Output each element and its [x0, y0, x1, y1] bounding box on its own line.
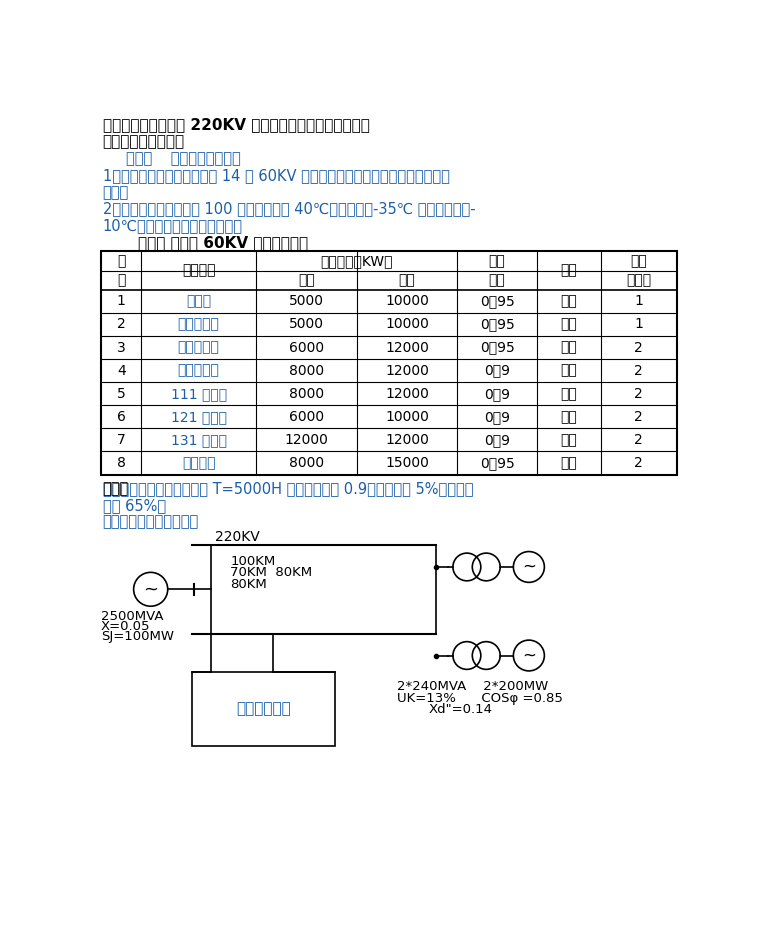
Text: 70KM  80KM: 70KM 80KM [231, 566, 313, 579]
Text: 12000: 12000 [385, 387, 429, 401]
Text: 架空: 架空 [560, 410, 577, 424]
Text: ~: ~ [522, 558, 536, 576]
Text: 功率: 功率 [489, 255, 505, 269]
Text: 10℃，空气无污染，交通便利。: 10℃，空气无污染，交通便利。 [102, 219, 243, 233]
Text: 12000: 12000 [385, 364, 429, 378]
Text: 序: 序 [117, 255, 125, 269]
Text: 220KV: 220KV [215, 530, 260, 544]
Text: SJ=100MW: SJ=100MW [101, 630, 174, 643]
Text: 0．95: 0．95 [480, 456, 515, 470]
Text: 10000: 10000 [385, 318, 429, 332]
Text: 0．95: 0．95 [480, 341, 515, 355]
Text: ~: ~ [143, 581, 158, 598]
Text: 0．9: 0．9 [484, 410, 510, 424]
Text: 东科科技圆: 东科科技圆 [178, 318, 219, 332]
Text: 架空: 架空 [560, 456, 577, 470]
Text: 12000: 12000 [285, 433, 328, 447]
Text: 一、设计题目：浑河 220KV 一次降压变电所电气部分设计: 一、设计题目：浑河 220KV 一次降压变电所电气部分设计 [102, 118, 370, 132]
Text: 回路数: 回路数 [626, 273, 651, 287]
Text: UK=13%      COSφ =0.85: UK=13% COSφ =0.85 [397, 692, 563, 705]
Text: （三）: （三） [102, 481, 129, 495]
Text: 5: 5 [117, 387, 125, 401]
Text: 0．9: 0．9 [484, 387, 510, 401]
Text: ~: ~ [522, 646, 536, 665]
Text: 最大负荷（KW）: 最大负荷（KW） [320, 255, 393, 269]
Text: 负荷名称: 负荷名称 [182, 264, 216, 278]
Text: 1: 1 [117, 294, 126, 308]
Text: 2: 2 [635, 456, 643, 470]
Text: 6: 6 [117, 410, 126, 424]
Text: 10000: 10000 [385, 294, 429, 308]
Text: 8: 8 [117, 456, 126, 470]
Text: 2: 2 [117, 318, 125, 332]
Text: （壹）    变电所概况介绍：: （壹） 变电所概况介绍： [126, 151, 241, 166]
Text: 7: 7 [117, 433, 125, 447]
Text: 高压电气厂: 高压电气厂 [178, 364, 219, 378]
Text: 用户。: 用户。 [102, 185, 129, 200]
Text: 12000: 12000 [385, 341, 429, 355]
Text: 4: 4 [117, 364, 125, 378]
Text: 8000: 8000 [288, 387, 324, 401]
Text: 2*240MVA    2*200MW: 2*240MVA 2*200MW [397, 681, 548, 694]
Text: 5000: 5000 [288, 318, 324, 332]
Text: 荷占 65%。: 荷占 65%。 [102, 497, 165, 513]
Text: 8000: 8000 [288, 456, 324, 470]
Text: 架空: 架空 [560, 341, 577, 355]
Bar [192, 672, 335, 745]
Text: 因数: 因数 [489, 273, 505, 287]
Text: 出线: 出线 [630, 255, 647, 269]
Text: 0．95: 0．95 [480, 318, 515, 332]
Text: 80KM: 80KM [231, 578, 267, 591]
Text: 待设计变电所: 待设计变电所 [236, 702, 291, 717]
Text: 二、原始资料及依据: 二、原始资料及依据 [102, 134, 184, 149]
Text: 架空: 架空 [560, 387, 577, 401]
Text: 15000: 15000 [385, 456, 429, 470]
Text: 1: 1 [635, 294, 643, 308]
Text: 数字机床厂: 数字机床厂 [178, 341, 219, 355]
Text: 架空: 架空 [560, 364, 577, 378]
Text: 5000: 5000 [288, 294, 324, 308]
Text: 131 变电所: 131 变电所 [171, 433, 227, 447]
Text: X=0.05: X=0.05 [101, 620, 150, 633]
Text: 机械厂: 机械厂 [186, 294, 211, 308]
Text: 8000: 8000 [288, 364, 324, 378]
Text: 6000: 6000 [288, 410, 324, 424]
Text: 10000: 10000 [385, 410, 429, 424]
Text: 架空: 架空 [560, 318, 577, 332]
Text: （二） 变电所 60KV 的用户负荷表: （二） 变电所 60KV 的用户负荷表 [137, 235, 307, 250]
Text: 2: 2 [635, 387, 643, 401]
Text: 近期: 近期 [298, 273, 315, 287]
Text: 111 变电所: 111 变电所 [171, 387, 227, 401]
Text: 1．变电所为地区变电所，以 14 回 60KV 线路向地区用户送电。主要用户为工业: 1．变电所为地区变电所，以 14 回 60KV 线路向地区用户送电。主要用户为工… [102, 169, 449, 183]
Text: 号: 号 [117, 273, 125, 287]
Text: （三）最大负荷利用小时数 T=5000H 负荷同时系数 0.9，线损率为 5%，重要负: （三）最大负荷利用小时数 T=5000H 负荷同时系数 0.9，线损率为 5%，… [102, 481, 473, 495]
Text: Xd"=0.14: Xd"=0.14 [428, 703, 492, 716]
Text: 0．9: 0．9 [484, 433, 510, 447]
Bar [101, 251, 677, 474]
Text: 2．所址地势平坦，海拔 100 米，最高气温 40℃，最低气温-35℃ 年平均温度为-: 2．所址地势平坦，海拔 100 米，最高气温 40℃，最低气温-35℃ 年平均温… [102, 201, 475, 216]
Text: 架空: 架空 [560, 294, 577, 308]
Text: 2: 2 [635, 341, 643, 355]
Text: 121 变电所: 121 变电所 [171, 410, 227, 424]
Text: 0．9: 0．9 [484, 364, 510, 378]
Text: 远期: 远期 [398, 273, 415, 287]
Text: （四）电力系统接线方式: （四）电力系统接线方式 [102, 515, 199, 530]
Text: 2: 2 [635, 433, 643, 447]
Text: 0．95: 0．95 [480, 294, 515, 308]
Text: 市工业圆: 市工业圆 [182, 456, 216, 470]
Text: 2: 2 [635, 410, 643, 424]
Text: 出线: 出线 [560, 264, 577, 278]
Text: 3: 3 [117, 341, 125, 355]
Text: 2500MVA: 2500MVA [101, 610, 164, 623]
Text: 1: 1 [635, 318, 643, 332]
Text: 6000: 6000 [288, 341, 324, 355]
Text: 2: 2 [635, 364, 643, 378]
Text: 12000: 12000 [385, 433, 429, 447]
Text: 100KM: 100KM [231, 555, 276, 568]
Text: 架空: 架空 [560, 433, 577, 447]
